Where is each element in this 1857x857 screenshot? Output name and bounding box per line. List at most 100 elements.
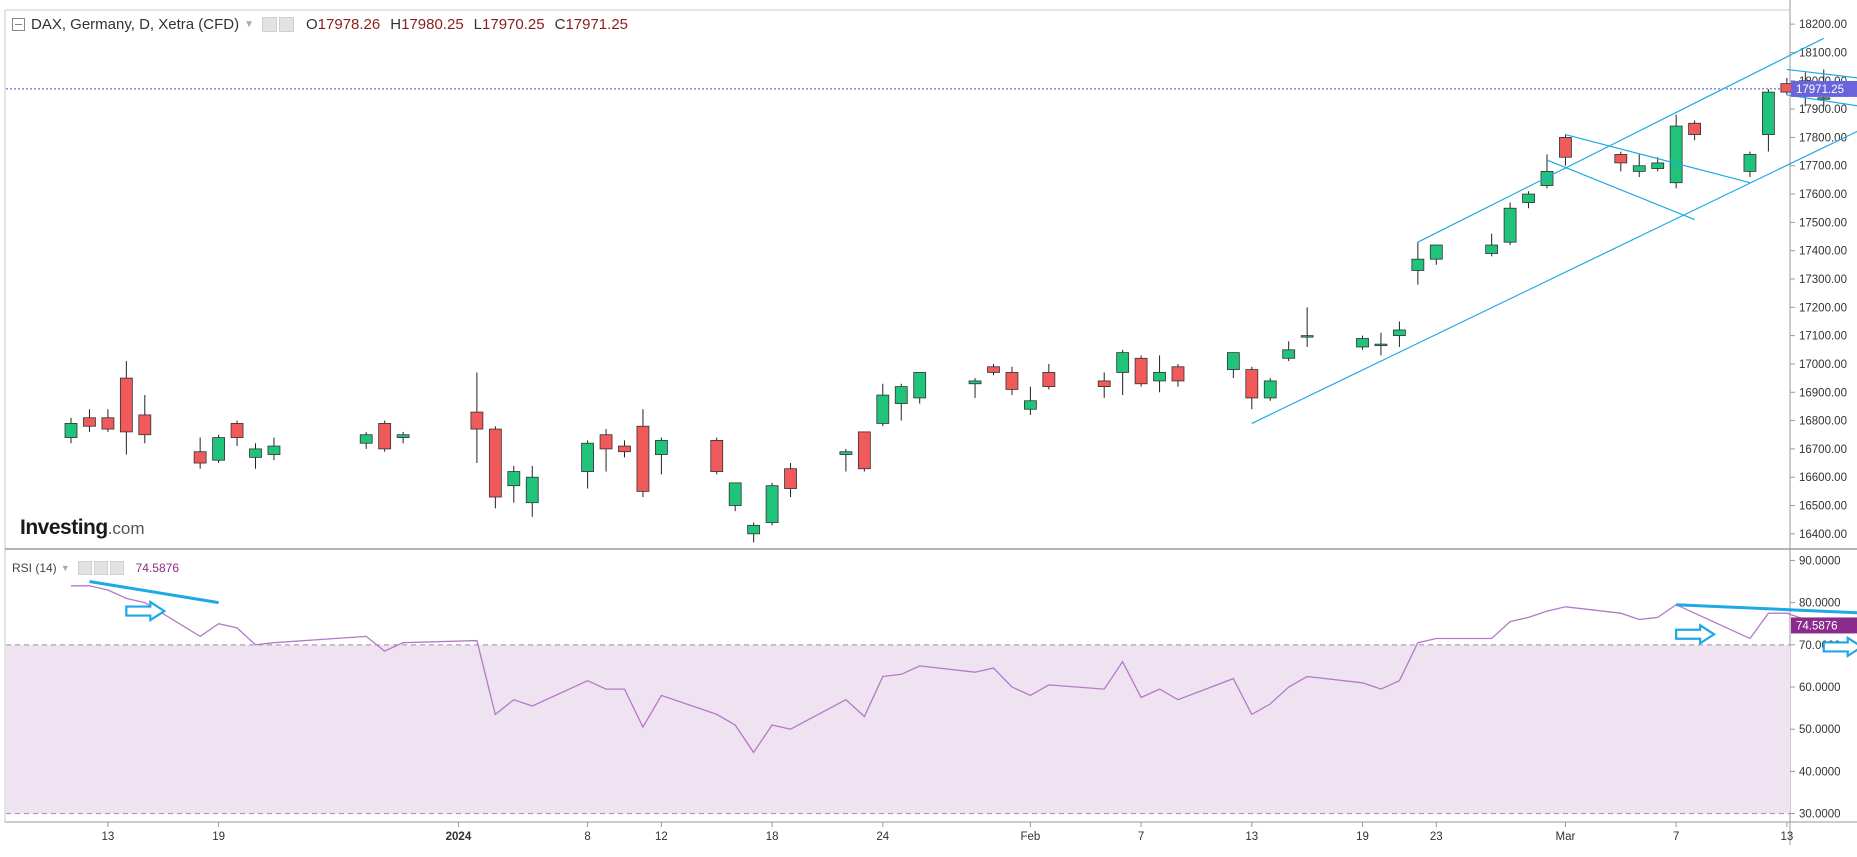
rsi-header: RSI (14) ▼ 74.5876 [12, 560, 179, 576]
candle-body [1116, 352, 1130, 373]
arrow-left [125, 600, 167, 623]
candle-body [1651, 162, 1665, 169]
high-value: 17980.25 [401, 15, 464, 33]
candle-body [1817, 97, 1831, 100]
candle-body [1263, 380, 1277, 399]
candle [83, 409, 96, 432]
visibility-icon[interactable] [279, 16, 294, 32]
price-tick-label: 16900.00 [1799, 387, 1847, 399]
candle [488, 426, 502, 509]
candle [1503, 202, 1517, 246]
pennant-upper [1786, 68, 1857, 79]
candle-body [138, 414, 152, 436]
candle [857, 431, 871, 472]
candle-body [857, 431, 871, 470]
price-tick-label: 18200.00 [1799, 19, 1847, 31]
arrow-right [1822, 635, 1857, 658]
candle [618, 440, 631, 458]
candle-body [987, 366, 1000, 373]
candle-body [728, 482, 742, 506]
time-tick-label: 7 [1673, 831, 1679, 843]
candle [1356, 335, 1369, 350]
price-tick-label: 16500.00 [1799, 501, 1847, 513]
rsi-close-icon[interactable] [109, 561, 124, 575]
candle-body [267, 445, 281, 455]
rsi-band [6, 644, 1790, 814]
candle [1282, 341, 1296, 362]
rsi-line [71, 585, 1857, 754]
candle-body [249, 448, 262, 458]
candle-body [710, 439, 724, 472]
candle [1171, 363, 1185, 387]
candle [1226, 352, 1240, 379]
time-tick-label: 18 [766, 831, 779, 843]
rsi-tick-label: 60.0000 [1799, 682, 1841, 694]
candle [1559, 134, 1572, 166]
candle-body [1393, 329, 1406, 337]
time-tick-label: Feb [1020, 831, 1040, 843]
candle-body [212, 437, 226, 461]
candle-body [1540, 170, 1554, 186]
price-tick-label: 18100.00 [1799, 47, 1847, 59]
candle-body [913, 372, 927, 399]
candle-body [1522, 193, 1535, 203]
rsi-tick-label: 80.0000 [1799, 598, 1841, 610]
candle-body [599, 434, 613, 450]
price-tick-label: 17100.00 [1799, 331, 1847, 343]
price-tick-label: 17200.00 [1799, 302, 1847, 314]
price-tick-label: 17500.00 [1799, 217, 1847, 229]
low-label: L [473, 15, 483, 33]
candle-body [784, 468, 797, 489]
time-tick-label: 19 [1356, 831, 1369, 843]
candle [1263, 378, 1277, 401]
rsi-label[interactable]: RSI (14) [12, 561, 57, 575]
lower-channel-support [1251, 130, 1857, 424]
settings-icon[interactable] [262, 16, 277, 32]
candle [138, 395, 152, 444]
candle [249, 443, 262, 469]
candle [1632, 154, 1646, 178]
candle-body [1356, 338, 1369, 348]
upper-channel-resistance [1417, 37, 1825, 243]
price-tick-label: 17800.00 [1799, 132, 1847, 144]
chart-header: DAX, Germany, D, Xetra (CFD) ▼ O 17978.2… [12, 14, 628, 34]
rsi-dropdown-caret-icon[interactable]: ▼ [60, 563, 70, 573]
candle [1005, 366, 1019, 396]
candle-body [1429, 244, 1443, 260]
price-tick-label: 16600.00 [1799, 472, 1847, 484]
rsi-settings-icon[interactable] [77, 561, 92, 575]
logo-suffix: .com [107, 519, 145, 538]
flag-lower [1546, 159, 1695, 221]
dropdown-caret-icon[interactable]: ▼ [244, 18, 254, 30]
candle-body [1245, 369, 1259, 399]
candle-body [1632, 165, 1646, 172]
candle-body [876, 394, 890, 424]
candle-body [894, 386, 908, 404]
collapse-icon[interactable] [12, 17, 25, 31]
close-label: C [554, 15, 566, 33]
rsi-visibility-icon[interactable] [93, 561, 108, 575]
rsi-value-tag: 74.5876 [1791, 617, 1857, 634]
candle [1042, 363, 1056, 390]
candle [747, 522, 761, 543]
candle-body [1024, 400, 1037, 410]
candle [212, 434, 226, 464]
candle [1669, 114, 1683, 189]
candle [230, 420, 244, 447]
candle [267, 437, 281, 461]
candle [101, 409, 115, 432]
last-price-tag-bg [1791, 80, 1857, 97]
candle [1153, 355, 1166, 393]
candle-body [1374, 343, 1388, 347]
candle [1245, 366, 1259, 410]
candle [525, 465, 539, 517]
rsi-tick-label: 90.0000 [1799, 555, 1841, 567]
candle-body [1134, 357, 1148, 385]
symbol-label[interactable]: DAX, Germany, D, Xetra (CFD) [31, 15, 240, 33]
high-label: H [390, 15, 402, 33]
candle-body [1503, 207, 1517, 243]
candle-body [1300, 335, 1314, 338]
candle-body [193, 451, 207, 464]
